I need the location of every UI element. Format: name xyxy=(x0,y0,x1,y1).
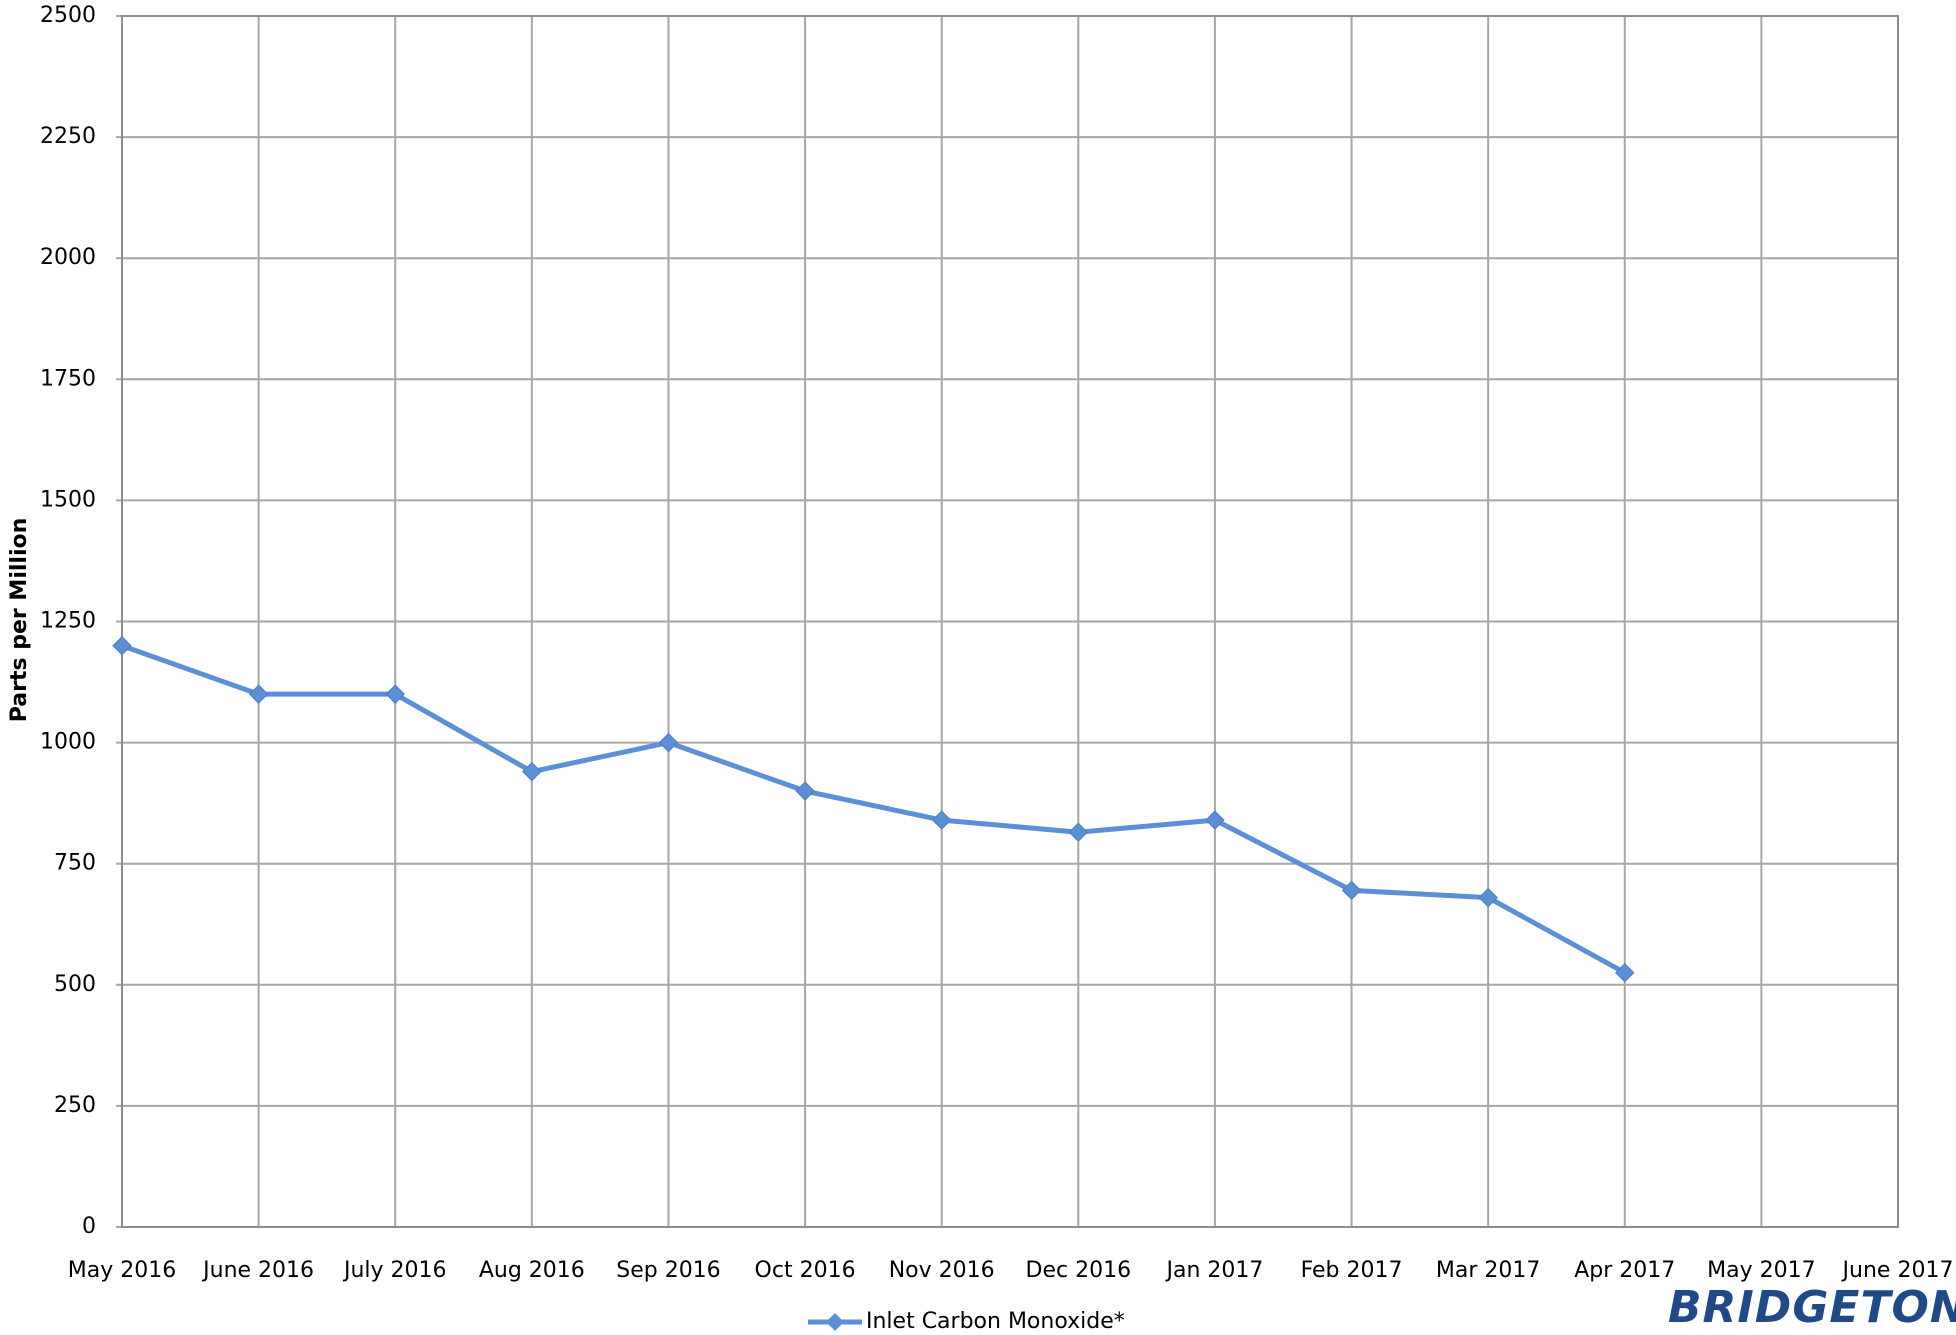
y-tick-label: 2250 xyxy=(40,124,96,149)
x-tick-label: Dec 2016 xyxy=(1026,1258,1132,1283)
data-point xyxy=(248,684,269,704)
series-line xyxy=(121,643,1626,975)
data-point xyxy=(1341,880,1362,901)
data-point xyxy=(658,732,679,753)
x-tick-label: Mar 2017 xyxy=(1436,1258,1541,1283)
x-tick-label: Apr 2017 xyxy=(1574,1258,1675,1283)
x-tick-label: May 2016 xyxy=(68,1258,176,1283)
x-tick-label: Jan 2017 xyxy=(1164,1258,1263,1283)
data-point xyxy=(1205,810,1225,830)
y-tick-label: 1000 xyxy=(40,730,96,755)
data-point xyxy=(1478,887,1498,908)
y-tick-label: 250 xyxy=(54,1093,96,1118)
x-tick-label: Feb 2017 xyxy=(1301,1258,1403,1283)
legend-label: Inlet Carbon Monoxide* xyxy=(866,1309,1125,1334)
data-point xyxy=(112,636,132,656)
data-point xyxy=(522,761,542,782)
data-point xyxy=(931,810,952,830)
logo: BRIDGETON xyxy=(1668,1282,1956,1333)
y-tick-label: 500 xyxy=(54,972,96,997)
x-tick-label: July 2016 xyxy=(342,1258,447,1283)
y-axis-title: Parts per Million xyxy=(7,518,32,723)
x-tick-label: Sep 2016 xyxy=(616,1258,720,1283)
data-point xyxy=(385,684,405,704)
data-point xyxy=(795,781,815,801)
x-tick-label: May 2017 xyxy=(1707,1258,1815,1283)
y-tick-label: 1250 xyxy=(40,609,96,634)
x-tick-label: Aug 2016 xyxy=(479,1258,585,1283)
data-point xyxy=(1615,962,1635,983)
legend-marker xyxy=(826,1313,844,1331)
y-tick-label: 750 xyxy=(54,851,96,876)
x-tick-label: Oct 2016 xyxy=(755,1258,856,1283)
y-tick-label: 1750 xyxy=(40,366,96,391)
x-tick-label: Nov 2016 xyxy=(889,1258,995,1283)
plot-frame xyxy=(121,15,1899,1228)
data-point xyxy=(1068,822,1089,842)
y-tick-label: 2500 xyxy=(40,3,96,28)
y-tick-label: 2000 xyxy=(40,245,96,270)
y-tick-label: 0 xyxy=(82,1214,96,1239)
x-tick-label: June 2016 xyxy=(201,1258,314,1283)
y-tick-label: 1500 xyxy=(40,487,96,512)
x-tick-label: June 2017 xyxy=(1841,1258,1954,1283)
